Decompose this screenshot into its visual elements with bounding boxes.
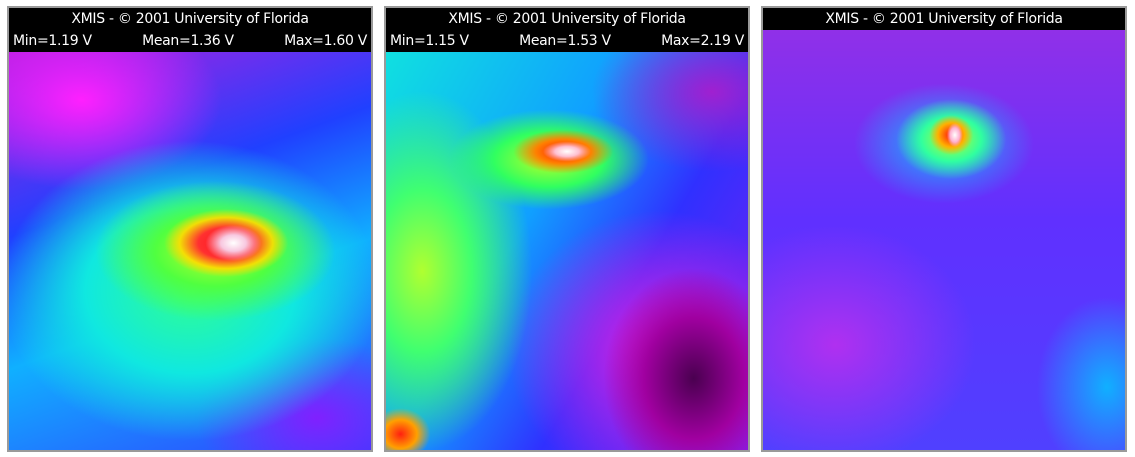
panel-title: XMIS - © 2001 University of Florida bbox=[9, 8, 371, 30]
stats-bar: Min=1.15 V Mean=1.53 V Max=2.19 V bbox=[386, 30, 748, 52]
image-panel: XMIS - © 2001 University of Florida bbox=[761, 6, 1127, 452]
image-panel: XMIS - © 2001 University of Florida Min=… bbox=[7, 6, 373, 452]
heatmap-image bbox=[9, 52, 371, 450]
stat-min: Min=1.19 V bbox=[13, 33, 92, 49]
stat-min: Min=1.15 V bbox=[390, 33, 469, 49]
panel-title: XMIS - © 2001 University of Florida bbox=[763, 8, 1125, 30]
image-panel: XMIS - © 2001 University of Florida Min=… bbox=[384, 6, 750, 452]
heatmap-image bbox=[386, 52, 748, 450]
stat-max: Max=2.19 V bbox=[661, 33, 744, 49]
stats-bar: Min=1.19 V Mean=1.36 V Max=1.60 V bbox=[9, 30, 371, 52]
stat-mean: Mean=1.53 V bbox=[519, 33, 611, 49]
heatmap-image bbox=[763, 30, 1125, 450]
stat-max: Max=1.60 V bbox=[284, 33, 367, 49]
panel-title: XMIS - © 2001 University of Florida bbox=[386, 8, 748, 30]
stat-mean: Mean=1.36 V bbox=[142, 33, 234, 49]
